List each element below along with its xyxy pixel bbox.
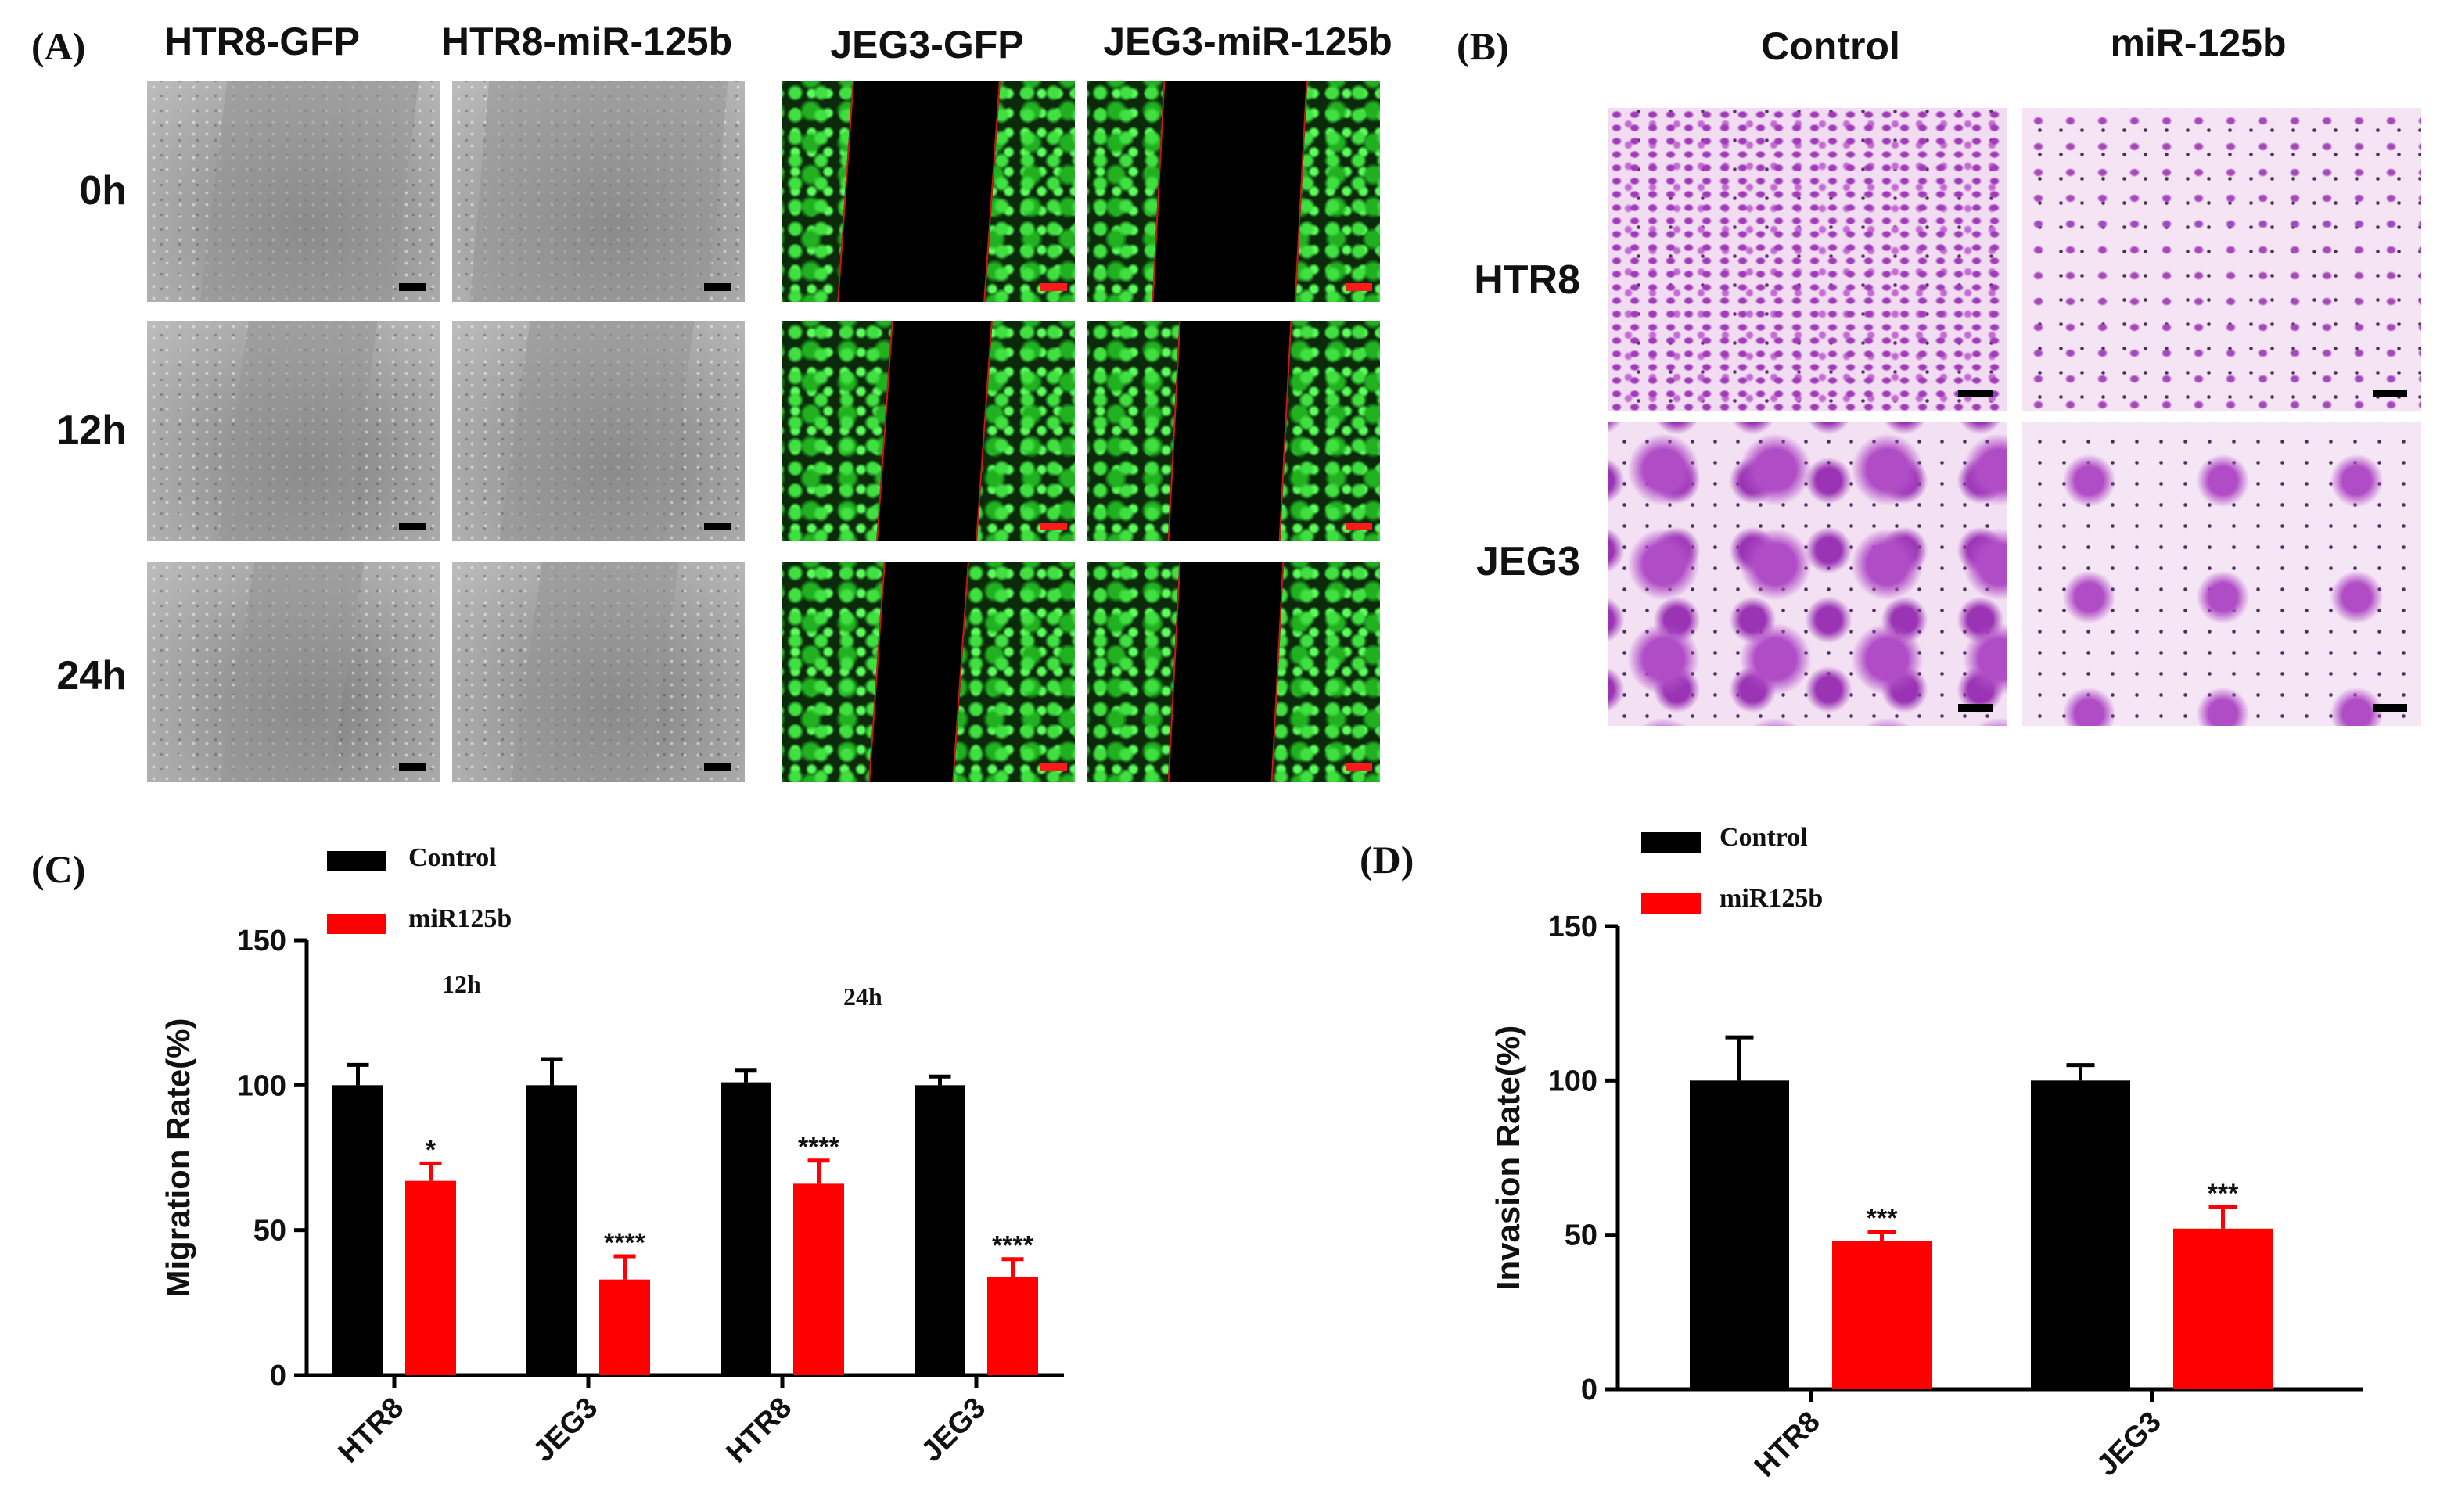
significance-label: **** <box>992 1231 1034 1261</box>
wound-image-htr8-gfp-0h <box>147 81 440 302</box>
significance-label: **** <box>604 1228 646 1258</box>
bar-mir125b-jeg3 <box>987 1276 1038 1375</box>
y-axis-label: Migration Rate(%) <box>160 1018 196 1298</box>
wound-image-htr8-gfp-24h <box>147 562 440 782</box>
scale-bar <box>1346 523 1372 530</box>
col-header-mir125b: miR-125b <box>2110 21 2287 65</box>
scale-bar <box>399 523 426 530</box>
row-header-jeg3: JEG3 <box>1476 539 1580 584</box>
scale-bar <box>704 763 731 771</box>
panel-c-label: (C) <box>31 847 86 891</box>
significance-label: * <box>426 1135 437 1165</box>
significance-label: **** <box>798 1133 840 1162</box>
row-header-12h: 12h <box>56 408 127 453</box>
bar-control-htr8 <box>332 1085 383 1375</box>
col-header-htr8-gfp: HTR8-GFP <box>164 20 360 63</box>
bar-control-htr8 <box>721 1082 771 1375</box>
x-tick-label: JEG3 <box>915 1392 992 1468</box>
significance-label: *** <box>1867 1204 1898 1234</box>
scale-bar <box>1346 763 1372 771</box>
group-label-24h: 24h <box>843 982 882 1011</box>
scale-bar <box>2373 704 2407 712</box>
wound-image-jeg3-mir125b-24h <box>1087 562 1380 782</box>
row-header-24h: 24h <box>56 653 127 699</box>
wound-image-htr8-gfp-12h <box>147 321 440 541</box>
col-header-control: Control <box>1761 24 1900 68</box>
wound-image-jeg3-gfp-24h <box>782 562 1075 782</box>
y-tick-label: 100 <box>237 1069 286 1102</box>
wound-image-jeg3-mir125b-0h <box>1087 81 1380 302</box>
bar-control-htr8 <box>1690 1080 1789 1389</box>
col-header-jeg3-mir125b: JEG3-miR-125b <box>1103 20 1392 63</box>
x-tick-label: JEG3 <box>527 1392 604 1468</box>
x-tick-label: HTR8 <box>720 1392 798 1470</box>
col-header-htr8-mir125b: HTR8-miR-125b <box>440 20 733 63</box>
row-header-htr8: HTR8 <box>1474 257 1580 303</box>
bar-mir125b-jeg3 <box>2173 1228 2273 1389</box>
y-tick-label: 150 <box>1548 910 1597 943</box>
x-tick-label: HTR8 <box>1748 1406 1827 1484</box>
scale-bar <box>704 283 731 291</box>
transwell-image-htr8-control <box>1608 108 2007 411</box>
bar-mir125b-htr8 <box>793 1183 844 1375</box>
y-tick-label: 150 <box>237 925 286 957</box>
wound-image-htr8-mir125b-0h <box>452 81 745 302</box>
scale-bar <box>1040 283 1067 291</box>
y-tick-label: 100 <box>1548 1065 1597 1097</box>
significance-label: *** <box>2208 1179 2239 1209</box>
scale-bar <box>399 283 426 291</box>
scale-bar <box>1346 283 1372 291</box>
x-tick-label: HTR8 <box>332 1392 410 1470</box>
legend-swatch-control <box>1641 832 1701 853</box>
legend-swatch-mir125b <box>327 914 386 934</box>
bar-mir125b-htr8 <box>1832 1241 1932 1389</box>
panel-d-label: (D) <box>1360 838 1414 882</box>
bar-mir125b-jeg3 <box>599 1279 650 1375</box>
transwell-image-jeg3-mir125b <box>2022 422 2421 726</box>
y-tick-label: 50 <box>1565 1219 1597 1252</box>
wound-image-jeg3-gfp-12h <box>782 321 1075 541</box>
wound-image-jeg3-gfp-0h <box>782 81 1075 302</box>
transwell-image-htr8-mir125b <box>2022 108 2421 411</box>
scale-bar <box>1040 523 1067 530</box>
bar-mir125b-htr8 <box>405 1180 456 1375</box>
wound-image-jeg3-mir125b-12h <box>1087 321 1380 541</box>
bar-control-jeg3 <box>2031 1080 2130 1389</box>
y-tick-label: 0 <box>1581 1374 1597 1406</box>
scale-bar <box>399 763 426 771</box>
migration-rate-chart: 0 50 100 150 Migration Rate(%) * HTR8 **** JEG3 *… <box>160 925 1064 1470</box>
y-axis-label: Invasion Rate(%) <box>1490 1025 1526 1290</box>
legend-label-mir125b: miR125b <box>1719 884 1824 913</box>
scale-bar <box>704 523 731 530</box>
bar-control-jeg3 <box>526 1085 577 1375</box>
bar-control-jeg3 <box>915 1085 965 1375</box>
legend-swatch-control <box>327 851 386 871</box>
y-tick-label: 50 <box>253 1215 286 1248</box>
panel-a-label: (A) <box>31 24 86 68</box>
scale-bar <box>2373 390 2407 397</box>
invasion-rate-chart: 0 50 100 150 Invasion Rate(%) *** HTR8 *** JEG3 <box>1490 910 2363 1484</box>
group-label-12h: 12h <box>442 970 481 998</box>
scale-bar <box>1040 763 1067 771</box>
col-header-jeg3-gfp: JEG3-GFP <box>830 23 1024 66</box>
wound-image-htr8-mir125b-24h <box>452 562 745 782</box>
legend-label-control: Control <box>1719 823 1808 852</box>
y-tick-label: 0 <box>270 1359 286 1392</box>
scale-bar <box>1958 390 1993 397</box>
wound-image-htr8-mir125b-12h <box>452 321 745 541</box>
scale-bar <box>1958 704 1993 712</box>
x-tick-label: JEG3 <box>2090 1406 2167 1482</box>
legend-swatch-mir125b <box>1641 893 1701 914</box>
row-header-0h: 0h <box>79 168 127 214</box>
legend-label-control: Control <box>408 843 497 872</box>
transwell-image-jeg3-control <box>1608 422 2007 726</box>
legend-label-mir125b: miR125b <box>408 904 512 933</box>
panel-b-label: (B) <box>1457 24 1509 68</box>
